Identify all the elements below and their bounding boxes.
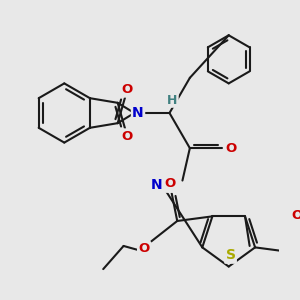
Text: O: O [121,83,133,96]
Text: O: O [291,208,300,221]
Text: H: H [167,94,178,106]
Text: N: N [132,106,144,120]
Text: O: O [226,142,237,154]
Text: O: O [121,130,133,142]
Text: S: S [226,248,236,262]
Text: O: O [164,178,176,190]
Text: H: H [163,179,173,192]
Text: N: N [151,178,162,192]
Text: O: O [138,242,150,255]
